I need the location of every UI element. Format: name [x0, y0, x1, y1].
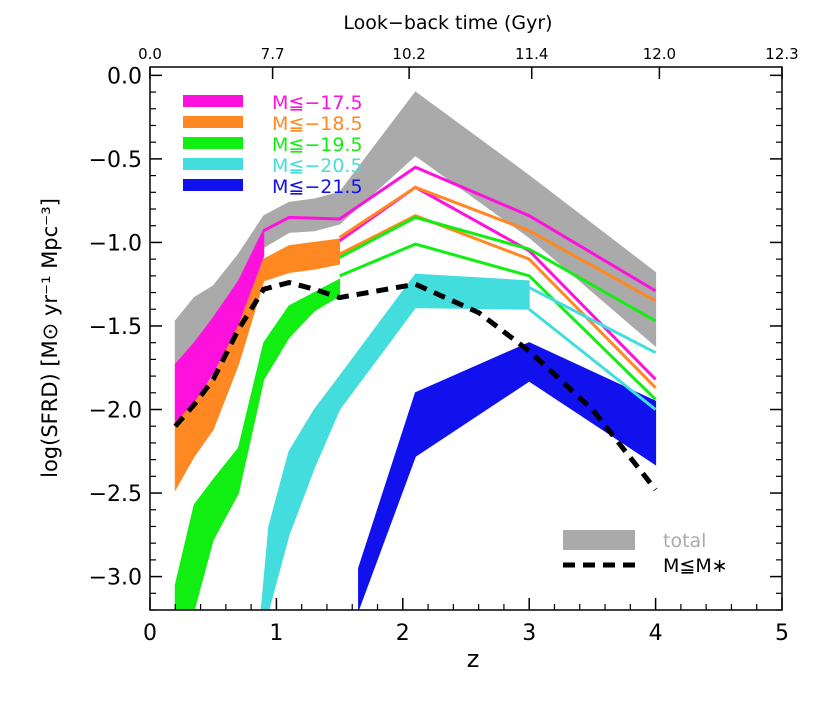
- outline-line-0: [263, 165, 657, 293]
- top-tick-label: 7.7: [261, 45, 285, 63]
- y-tick-label: 0.0: [107, 64, 142, 89]
- legend-swatch-total: [563, 530, 635, 550]
- y-tick-label: −2.0: [89, 399, 142, 424]
- outline-line-2: [338, 185, 657, 303]
- lines-layer: [263, 165, 657, 411]
- y-tick-label: −3.0: [89, 566, 142, 591]
- top-tick-label: 0.0: [138, 45, 162, 63]
- dashed-line-mstar: [173, 279, 658, 492]
- y-tick-label: −1.5: [89, 315, 142, 340]
- outline-line-5: [339, 242, 657, 401]
- top-tick-label: 11.4: [515, 45, 548, 63]
- top-tick-label: 10.2: [392, 45, 425, 63]
- legend-swatch-3: [183, 158, 243, 170]
- top-tick-label: 12.3: [765, 45, 798, 63]
- plot-frame: [149, 66, 783, 611]
- y-tick-label: −0.5: [89, 148, 142, 173]
- outline-line-7: [528, 308, 657, 411]
- legend-swatch-2: [183, 137, 243, 149]
- outline-line-6: [528, 286, 657, 355]
- legend-label-bottom-0: total: [663, 530, 706, 552]
- y-tick-label: −1.0: [89, 231, 142, 256]
- legend-label-4: M≦−21.5: [272, 176, 363, 198]
- x-axis-label: z: [467, 645, 480, 673]
- x-tick-label: 4: [649, 621, 663, 646]
- legend-label-bottom-1: M≦M∗: [663, 555, 728, 577]
- legend-label-3: M≦−20.5: [272, 155, 363, 177]
- x-tick-label: 3: [522, 621, 536, 646]
- legend-label-1: M≦−18.5: [272, 113, 363, 135]
- band-5: [358, 342, 657, 610]
- legend-swatch-4: [183, 179, 243, 191]
- legend-label-0: M≦−17.5: [272, 92, 363, 114]
- band-4: [260, 273, 530, 610]
- outline-line-4: [338, 215, 657, 323]
- legend-swatch-0: [183, 95, 243, 107]
- x-tick-label: 5: [775, 621, 789, 646]
- dashed-layer: [173, 279, 658, 492]
- x-tick-label: 1: [269, 621, 283, 646]
- legend-layer: M≦−17.5M≦−18.5M≦−19.5M≦−20.5M≦−21.5 total…: [183, 92, 728, 577]
- legend-swatch-1: [183, 116, 243, 128]
- axes-layer: 0 1 2 3 4 5 0.0 −0.5 −1.0 −1.5 −2.0 −2.5 −3.0 0.0 7.7 1…: [89, 45, 799, 646]
- legend-label-2: M≦−19.5: [272, 134, 363, 156]
- y-tick-label: −2.5: [89, 482, 142, 507]
- outline-line-3: [338, 214, 657, 389]
- top-axis-label: Look−back time (Gyr): [343, 12, 552, 34]
- x-tick-label: 2: [396, 621, 410, 646]
- y-axis-label: log(SFRD) [M⊙ yr⁻¹ Mpc⁻³]: [38, 198, 62, 478]
- x-tick-label: 0: [143, 621, 157, 646]
- top-tick-label: 12.0: [643, 45, 676, 63]
